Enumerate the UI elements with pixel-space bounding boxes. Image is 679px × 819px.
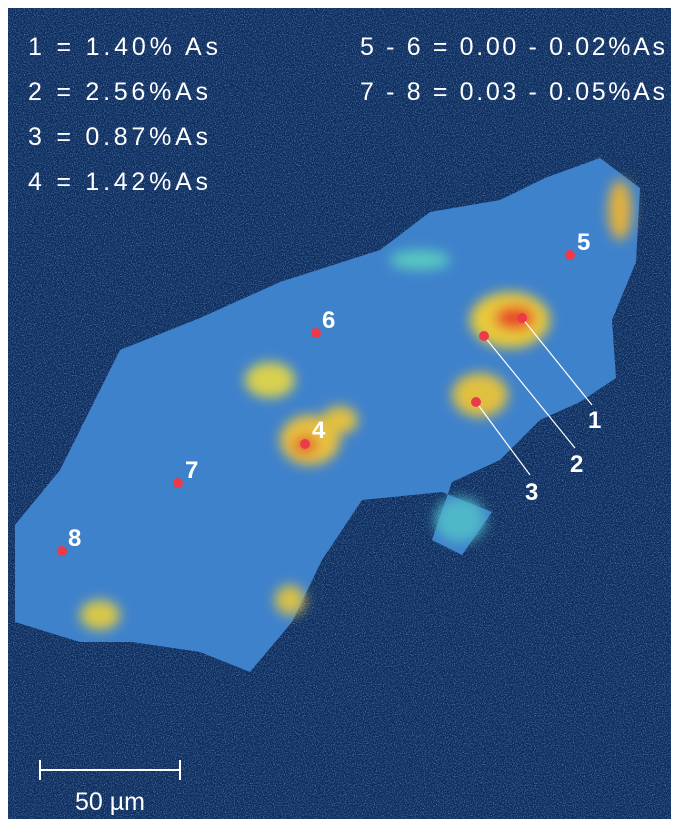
point-label: 4 xyxy=(312,417,326,444)
point-label: 3 xyxy=(525,479,538,506)
point-label: 1 xyxy=(588,407,601,434)
point-label: 8 xyxy=(68,525,81,552)
element-map: 1 2 3 4 5 6 7 8 1 = 1.40% As 2 = 2.56%As… xyxy=(0,0,679,819)
point-label: 5 xyxy=(577,229,590,256)
legend-entry: 1 = 1.40% As xyxy=(28,33,218,61)
point-label: 6 xyxy=(322,307,335,334)
point-label: 7 xyxy=(185,457,198,484)
scale-bar-label: 50 µm xyxy=(75,788,145,816)
legend-entry: 7 - 8 = 0.03 - 0.05%As xyxy=(360,78,665,106)
legend-entry: 5 - 6 = 0.00 - 0.02%As xyxy=(360,33,665,61)
point-label: 2 xyxy=(570,451,583,478)
